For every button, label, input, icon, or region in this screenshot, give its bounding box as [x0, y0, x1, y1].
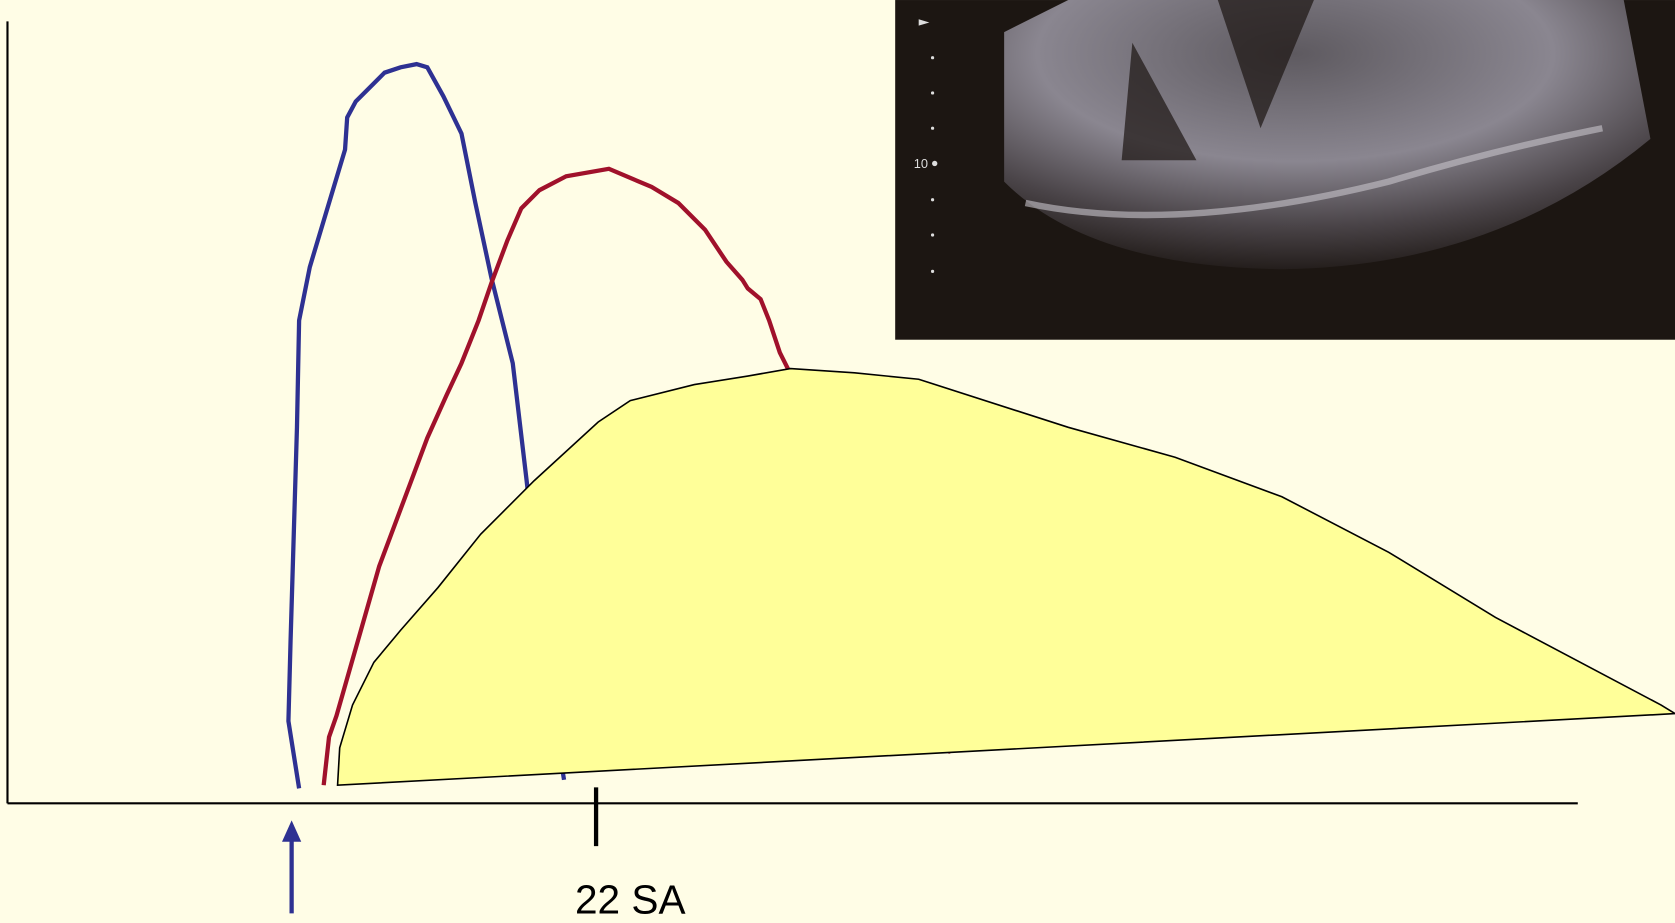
page: 22 SA 10 (() => { const data = JSON.pars…	[0, 0, 1675, 923]
marker-label: 22 SA	[575, 876, 686, 922]
slide: 22 SA 10	[0, 0, 1675, 923]
depth-label: 10	[914, 156, 928, 171]
